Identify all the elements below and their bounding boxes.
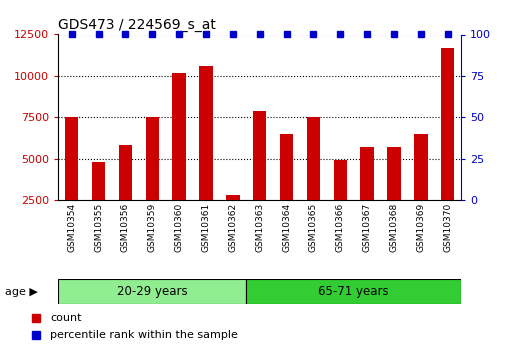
Bar <box>199 66 213 200</box>
Bar <box>333 160 347 200</box>
Text: 20-29 years: 20-29 years <box>117 285 188 298</box>
Bar <box>58 279 246 304</box>
Text: 65-71 years: 65-71 years <box>319 285 389 298</box>
Bar <box>360 147 374 200</box>
Bar <box>92 162 105 200</box>
Text: age ▶: age ▶ <box>5 287 38 296</box>
Bar <box>172 72 186 200</box>
Text: count: count <box>50 313 82 323</box>
Bar <box>387 147 401 200</box>
Bar <box>280 134 293 200</box>
Bar <box>146 117 159 200</box>
Bar <box>65 117 78 200</box>
Bar <box>119 146 132 200</box>
Bar <box>226 195 240 200</box>
Bar <box>441 48 454 200</box>
Bar <box>253 111 267 200</box>
Bar <box>246 279 461 304</box>
Text: percentile rank within the sample: percentile rank within the sample <box>50 331 238 340</box>
Bar <box>414 134 428 200</box>
Bar <box>307 117 320 200</box>
Text: GDS473 / 224569_s_at: GDS473 / 224569_s_at <box>58 18 216 32</box>
